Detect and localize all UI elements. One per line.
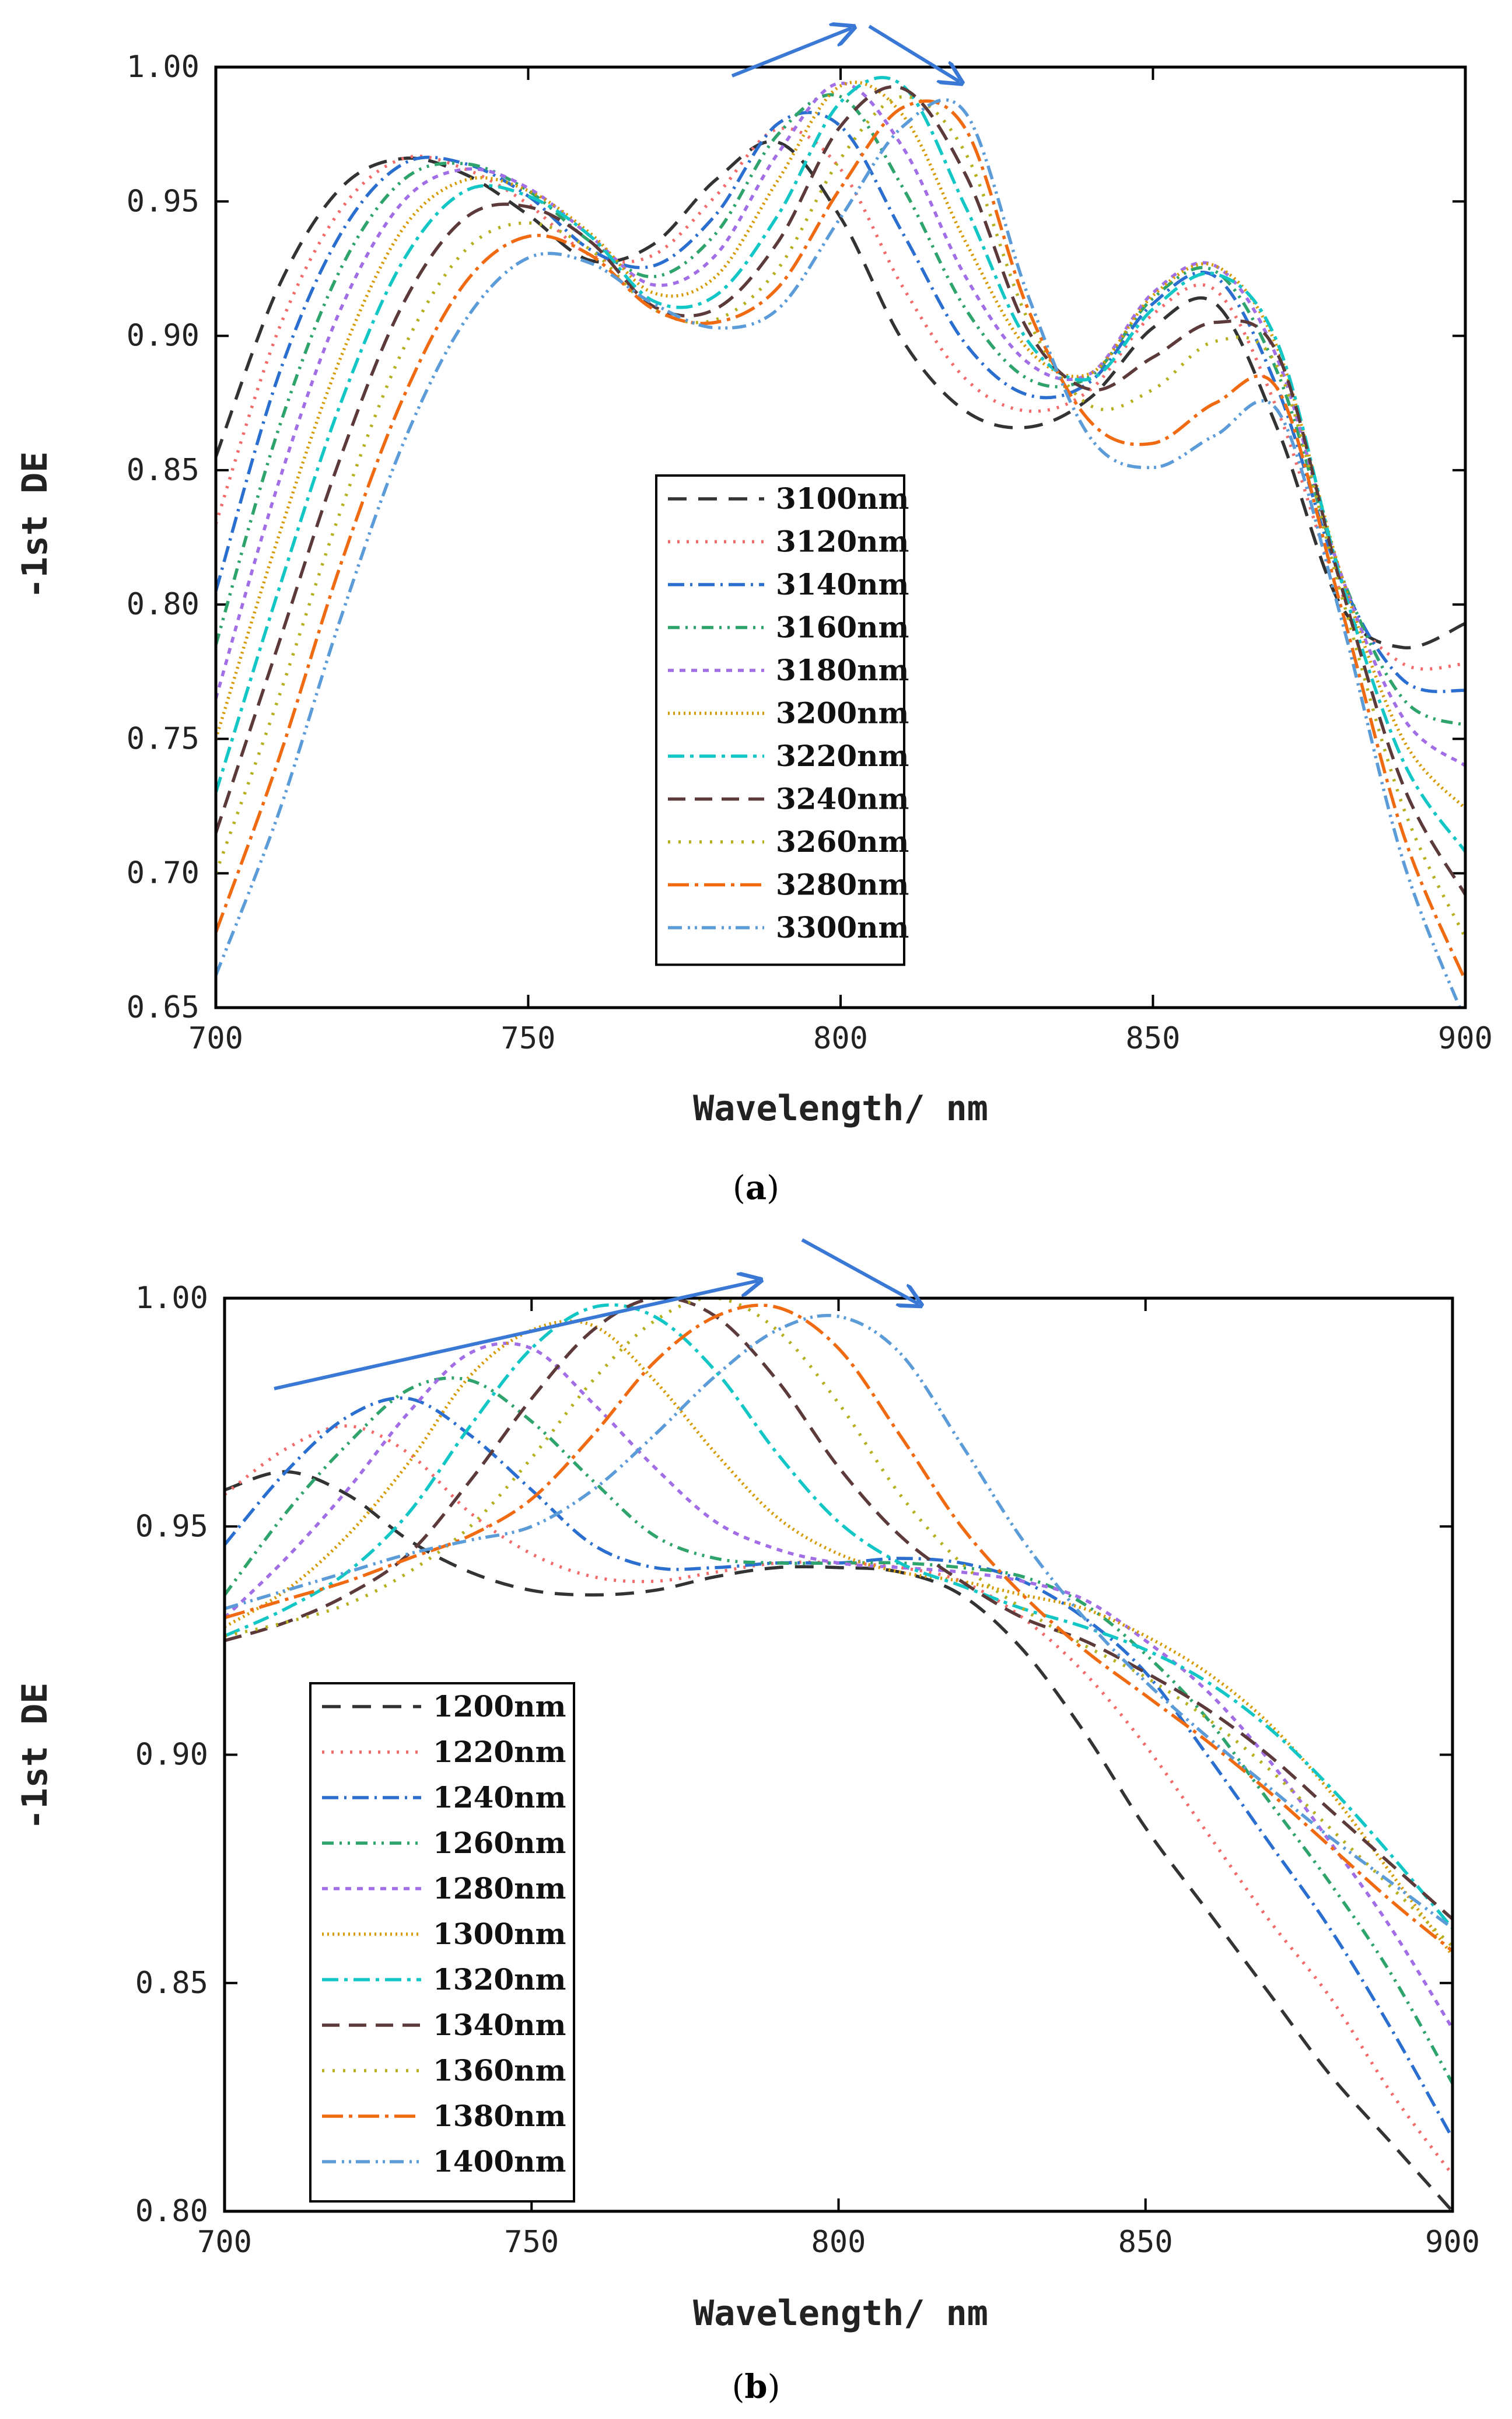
legend-label: 1200nm <box>433 1689 566 1724</box>
y-tick-label: 0.85 <box>135 1966 208 2001</box>
series-line-3120nm <box>216 127 1465 671</box>
legend-label: 1400nm <box>433 2144 566 2179</box>
y-tick-label: 0.95 <box>127 184 200 219</box>
x-tick-label: 700 <box>188 1021 243 1056</box>
series-line-1360nm <box>225 1298 1452 1948</box>
plot-area-b: 700 750 800 850 900 0.80 0.85 0.90 0.95 1.00 <box>135 1281 1480 2260</box>
legend-label: 3300nm <box>776 910 909 945</box>
series-line-3160nm <box>216 93 1465 727</box>
chart-panel-a: -1st DE Wavelength/ nm 700 750 800 850 900 0.… <box>15 26 1493 1207</box>
plot-frame-a <box>214 65 1467 1009</box>
y-axis-label: -1st DE <box>15 1683 55 1830</box>
x-tick-label: 900 <box>1438 1021 1493 1056</box>
y-tick-label: 1.00 <box>135 1281 208 1316</box>
x-tick-label: 700 <box>197 2225 252 2260</box>
shift-arrows-a <box>731 25 960 82</box>
y-tick-label: 0.70 <box>127 856 200 891</box>
legend-label: 3120nm <box>776 525 909 559</box>
legend-label: 1340nm <box>433 2008 566 2042</box>
legend-label: 1240nm <box>433 1780 566 1815</box>
y-axis-label: -1st DE <box>15 452 55 599</box>
y-tick-label: 0.90 <box>127 319 200 354</box>
series-line-1240nm <box>225 1396 1452 2140</box>
legend-label: 1220nm <box>433 1735 566 1769</box>
legend-label: 3140nm <box>776 567 909 602</box>
y-tick-label: 0.80 <box>135 2194 208 2229</box>
series-line-3280nm <box>216 99 1465 981</box>
y-tick-label: 0.80 <box>127 587 200 622</box>
legend-label: 1260nm <box>433 1826 566 1860</box>
series-line-3300nm <box>216 98 1462 1008</box>
y-tick-label: 1.00 <box>127 50 200 85</box>
legend-label: 3200nm <box>776 696 909 730</box>
legend-label: 3280nm <box>776 868 909 902</box>
series-line-3200nm <box>216 81 1465 810</box>
legend-label: 1360nm <box>433 2053 566 2088</box>
x-tick-label: 850 <box>1126 1021 1181 1056</box>
x-tick-label: 800 <box>813 1021 868 1056</box>
arrow-up-icon <box>731 28 852 78</box>
y-tick-label: 0.90 <box>135 1738 208 1773</box>
arrow-up-icon <box>274 1281 758 1390</box>
series-line-1280nm <box>225 1341 1452 2030</box>
series-line-3220nm <box>216 76 1465 853</box>
x-axis-label: Wavelength/ nm <box>693 2293 988 2334</box>
x-tick-label: 900 <box>1425 2225 1480 2260</box>
legend-label: 3240nm <box>776 782 909 816</box>
plot-area-a: 700 750 800 850 900 0.65 0.70 0.75 0.80 0.85 0.90 0… <box>127 50 1493 1056</box>
arrow-down-icon <box>801 1238 919 1304</box>
series-line-1320nm <box>225 1303 1452 1929</box>
legend-label: 3260nm <box>776 824 909 859</box>
legend-label: 3220nm <box>776 739 909 773</box>
legend-label: 1300nm <box>433 1917 566 1951</box>
legend-label: 3180nm <box>776 653 909 687</box>
x-axis-label: Wavelength/ nm <box>693 1088 988 1129</box>
shift-arrows-b <box>274 1238 919 1390</box>
legend-label: 1320nm <box>433 1962 566 1997</box>
series-line-1200nm <box>225 1470 1452 2211</box>
legend-label: 3160nm <box>776 610 909 645</box>
legend-box <box>309 1682 575 2203</box>
y-tick-label: 0.95 <box>135 1509 208 1544</box>
legend-a: 3100nm 3120nm 3140nm 3160nm 3180nm 3200nm 3220… <box>655 474 909 966</box>
series-line-1380nm <box>225 1303 1452 1953</box>
arrow-down-icon <box>868 25 960 82</box>
series-line-1340nm <box>225 1298 1452 1921</box>
y-tick-label: 0.75 <box>127 721 200 756</box>
panel-label-b: (b) <box>732 2368 780 2406</box>
legend-label: 3100nm <box>776 481 909 516</box>
x-tick-label: 850 <box>1118 2225 1173 2260</box>
legend-label: 1280nm <box>433 1871 566 1906</box>
legend-b: 1200nm 1220nm 1240nm 1260nm 1280nm 1300nm 1320… <box>309 1682 575 2203</box>
x-tick-label: 750 <box>504 2225 559 2260</box>
plot-frame-b <box>223 1296 1454 2213</box>
y-tick-label: 0.85 <box>127 453 200 488</box>
x-tick-label: 750 <box>501 1021 556 1056</box>
panel-label-a: (a) <box>733 1169 779 1207</box>
series-line-3240nm <box>216 85 1465 896</box>
series-line-3260nm <box>216 95 1465 939</box>
y-tick-label: 0.65 <box>127 990 200 1025</box>
x-tick-label: 800 <box>811 2225 866 2260</box>
chart-panel-b: -1st DE Wavelength/ nm 700 750 800 850 900 0.… <box>15 1238 1480 2406</box>
legend-label: 1380nm <box>433 2099 566 2133</box>
